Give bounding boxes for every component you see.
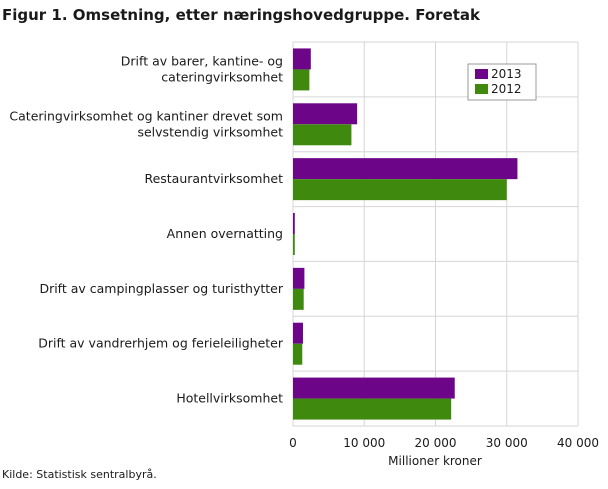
source-note: Kilde: Statistisk sentralbyrå. [2, 468, 157, 481]
bar-2012-3 [293, 234, 295, 255]
x-tick-label: 0 [289, 436, 297, 450]
legend-swatch-2013 [475, 69, 488, 79]
category-label-line: Restaurantvirksomhet [144, 171, 283, 186]
bar-2012-6 [293, 398, 452, 420]
bar-2013-3 [293, 213, 295, 234]
legend-label-2012: 2012 [491, 82, 522, 96]
x-tick-label: 30 000 [486, 436, 528, 450]
bar-2013-4 [293, 267, 305, 289]
category-label-line: Hotellvirksomhet [176, 391, 283, 406]
bar-2012-1 [293, 124, 352, 146]
category-labels: Drift av barer, kantine- og cateringvirks… [9, 53, 283, 405]
bar-2012-4 [293, 288, 304, 310]
x-axis-title: Millioner kroner [388, 454, 482, 468]
category-label: Drift av vandrerhjem og ferieleiligheter [38, 336, 284, 351]
category-label: Cateringvirksomhet og kantiner drevet so… [9, 108, 283, 139]
bar-2012-2 [293, 179, 507, 201]
chart-title: Figur 1. Omsetning, etter næringshovedgr… [2, 6, 481, 24]
x-tick-labels: 0 10 000 20 000 30 000 40 000 [289, 436, 599, 450]
legend-label-2013: 2013 [491, 67, 522, 81]
x-tick-label: 40 000 [557, 436, 599, 450]
bar-2012-0 [293, 69, 310, 91]
category-label: Drift av campingplasser og turisthytter [39, 281, 283, 296]
category-label: Restaurantvirksomhet [144, 171, 283, 186]
category-label: Drift av barer, kantine- og cateringvirks… [121, 53, 283, 84]
bars [293, 48, 518, 420]
category-label-line: cateringvirksomhet [161, 69, 283, 84]
category-label-line: Drift av barer, kantine- og [121, 53, 283, 68]
bar-2013-1 [293, 103, 358, 125]
category-label-line: Cateringvirksomhet og kantiner drevet so… [9, 108, 283, 123]
category-label-line: Drift av campingplasser og turisthytter [39, 281, 283, 296]
bar-2013-6 [293, 377, 455, 399]
bar-2013-2 [293, 158, 518, 180]
bar-2012-5 [293, 343, 303, 365]
legend-swatch-2012 [475, 84, 488, 94]
x-tick-label: 20 000 [415, 436, 457, 450]
x-tick-label: 10 000 [343, 436, 385, 450]
category-label-line: Annen overnatting [167, 226, 283, 241]
category-label-line: selvstendig virksomhet [137, 124, 283, 139]
category-label: Annen overnatting [167, 226, 283, 241]
bar-2013-0 [293, 48, 311, 70]
category-label: Hotellvirksomhet [176, 391, 283, 406]
bar-2013-5 [293, 322, 303, 344]
category-label-line: Drift av vandrerhjem og ferieleiligheter [38, 336, 284, 351]
